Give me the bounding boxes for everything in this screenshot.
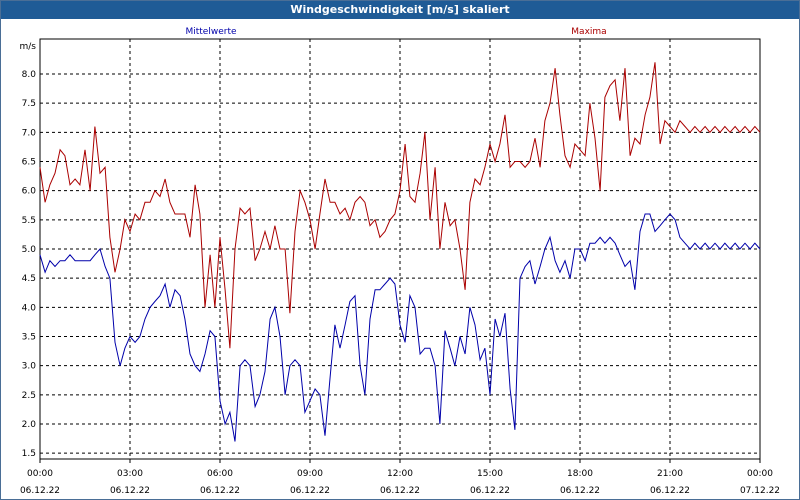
x-tick-time: 21:00	[657, 469, 683, 479]
x-tick-time: 06:00	[207, 469, 233, 479]
y-tick-label: 5.0	[22, 245, 37, 255]
y-tick-label: 6.5	[22, 158, 36, 168]
x-tick-time: 03:00	[117, 469, 143, 479]
window-title: Windgeschwindigkeit [m/s] skaliert	[1, 1, 799, 19]
x-tick-date: 07.12.22	[740, 486, 780, 496]
y-tick-label: 6.0	[22, 187, 37, 197]
series-line-mittelwerte	[39, 213, 761, 442]
y-tick-label: 1.5	[22, 449, 36, 459]
y-tick-label: 4.0	[22, 303, 37, 313]
x-tick-date: 06.12.22	[380, 486, 420, 496]
x-tick-time: 00:00	[27, 469, 53, 479]
legend-label-maxima: Maxima	[571, 27, 606, 37]
y-tick-label: 3.0	[22, 362, 37, 372]
series-line-maxima	[39, 62, 761, 349]
x-tick-time: 00:00	[747, 469, 773, 479]
y-tick-label: 3.5	[22, 333, 36, 343]
x-tick-time: 09:00	[297, 469, 323, 479]
x-tick-date: 06.12.22	[290, 486, 330, 496]
x-tick-time: 18:00	[567, 469, 593, 479]
x-tick-date: 06.12.22	[650, 486, 690, 496]
y-tick-label: 7.5	[22, 99, 36, 109]
y-tick-label: 4.5	[22, 274, 36, 284]
y-tick-label: 5.5	[22, 216, 36, 226]
y-axis-label: m/s	[20, 42, 37, 52]
y-tick-label: 8.0	[22, 70, 37, 80]
x-tick-date: 06.12.22	[200, 486, 240, 496]
y-tick-label: 2.5	[22, 391, 36, 401]
x-tick-date: 06.12.22	[20, 486, 60, 496]
x-tick-date: 06.12.22	[110, 486, 150, 496]
y-tick-label: 2.0	[22, 420, 37, 430]
legend-label-mittelwerte: Mittelwerte	[185, 27, 236, 37]
x-tick-time: 15:00	[477, 469, 503, 479]
x-tick-date: 06.12.22	[470, 486, 510, 496]
y-tick-label: 7.0	[22, 128, 37, 138]
x-tick-time: 12:00	[387, 469, 413, 479]
x-tick-date: 06.12.22	[560, 486, 600, 496]
